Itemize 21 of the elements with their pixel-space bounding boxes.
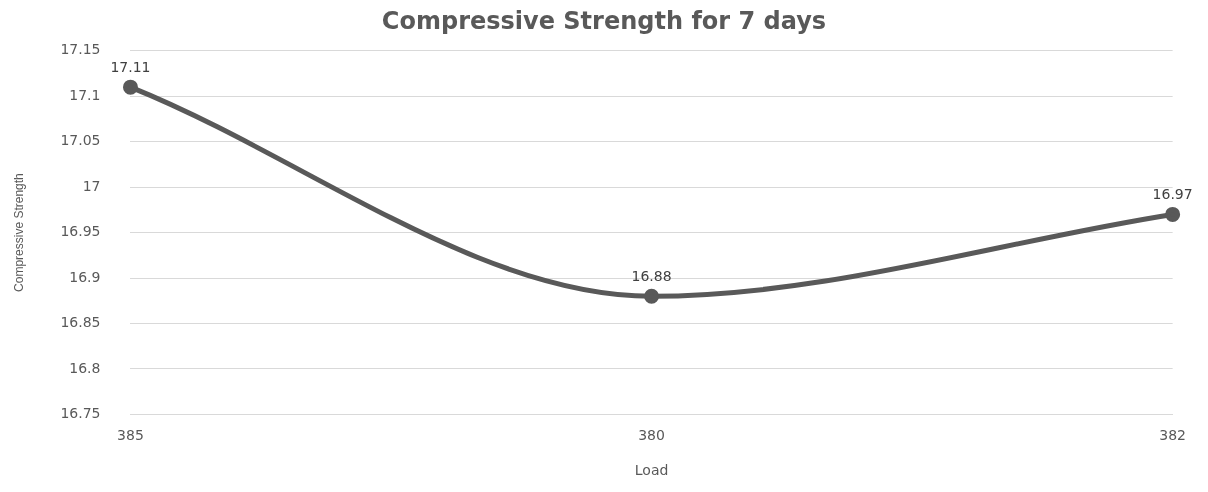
y-tick-label: 16.8 (69, 359, 101, 376)
y-axis-title: Compressive Strength (11, 173, 26, 292)
y-tick-label: 16.75 (60, 405, 101, 422)
x-tick-label: 385 (117, 427, 144, 444)
y-tick-label: 16.85 (60, 314, 101, 331)
y-tick-label: 16.95 (60, 223, 101, 240)
x-tick-label: 382 (1159, 427, 1187, 444)
y-tick-label: 17.15 (60, 41, 101, 58)
data-label: 16.88 (631, 267, 672, 284)
x-axis-title: Load (634, 462, 669, 479)
data-label: 17.11 (110, 58, 151, 75)
y-tick-label: 17 (82, 177, 101, 194)
point (122, 79, 138, 95)
x-tick-label: 380 (638, 427, 665, 444)
chart-title: Compressive Strength for 7 days (381, 6, 827, 35)
y-tick-label: 16.9 (69, 268, 101, 285)
data-label: 16.97 (1152, 186, 1193, 203)
point (644, 288, 660, 304)
point (1165, 206, 1181, 222)
y-tick-label: 17.05 (60, 132, 101, 149)
y-tick-label: 17.1 (69, 86, 101, 103)
